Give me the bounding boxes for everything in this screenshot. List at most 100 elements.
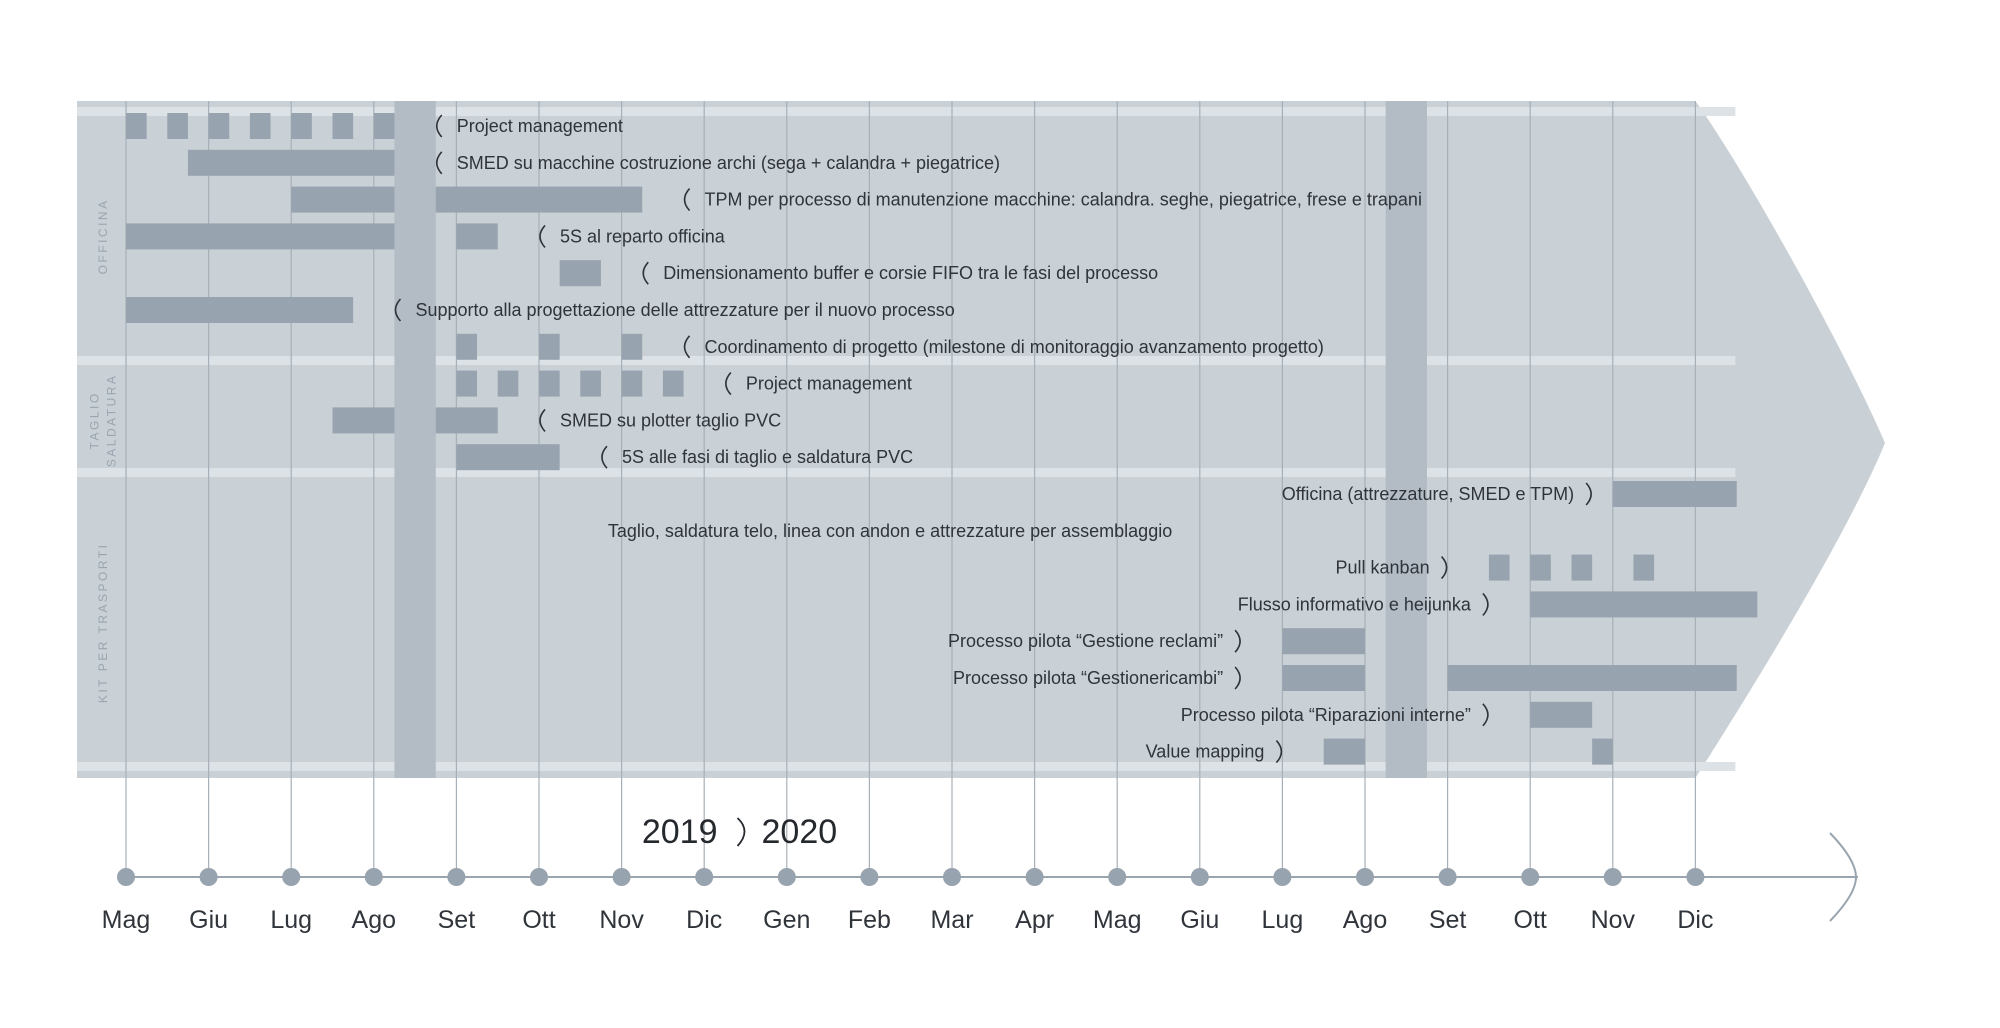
label-bracket (642, 261, 649, 285)
year-separator (736, 817, 746, 847)
month-label: Lug (1262, 906, 1304, 934)
month-label: Set (438, 906, 476, 934)
section-label-text: SALDATURA (105, 374, 119, 468)
task-label: Supporto alla progettazione delle attrez… (415, 300, 954, 320)
task-bar (126, 113, 147, 139)
task-bar (456, 223, 498, 250)
task-label: Processo pilota “Gestionericambi” (953, 668, 1223, 688)
task-label: Coordinamento di progetto (milestone di … (705, 337, 1324, 357)
highlight-period (1385, 101, 1427, 778)
month-label: Nov (599, 906, 644, 934)
month-dot (1603, 868, 1622, 886)
label-bracket (1234, 666, 1241, 690)
section-label: TAGLIO SALDATURA (88, 374, 119, 468)
task-label: Project management (746, 374, 912, 394)
label-bracket (539, 224, 546, 248)
month-label: Mag (102, 906, 151, 934)
label-bracket (1482, 703, 1489, 727)
month-dot (282, 868, 301, 886)
label-bracket (1440, 556, 1448, 580)
task-bar (1571, 554, 1593, 581)
month-label: Giu (1180, 906, 1219, 934)
task-label: 5S al reparto officina (560, 226, 726, 246)
task-bar (1592, 738, 1613, 765)
label-bracket (683, 188, 691, 212)
section-labels: OFFICINA TAGLIO SALDATURA KIT PER TRASPORTI (88, 198, 119, 703)
task-bar (621, 370, 643, 397)
timeline-axis: 2019 2020 Mag Giu Lug Ago Set Ott Nov Dic Gen Feb Ma… (102, 813, 1858, 934)
year-label: 2019 (642, 813, 718, 851)
month-dot (943, 868, 961, 886)
task-label: Processo pilota “Gestione reclami” (948, 631, 1223, 651)
task-bar (1530, 701, 1593, 728)
section-separator (77, 107, 1736, 116)
month-dot (612, 868, 631, 886)
task-label: Flusso informativo e heijunka (1238, 594, 1472, 614)
task-bar (1447, 665, 1737, 691)
task-bar (1282, 665, 1365, 691)
task-bar (1488, 554, 1510, 581)
month-dot (1025, 868, 1044, 886)
label-bracket (1585, 482, 1592, 506)
month-label: Lug (270, 906, 312, 934)
month-dot (1438, 868, 1457, 886)
section-separator (77, 468, 1736, 477)
label-bracket (601, 445, 608, 469)
month-label: Mar (930, 906, 973, 934)
label-bracket (683, 335, 691, 359)
month-label: Ago (352, 906, 396, 934)
month-dot (1190, 868, 1209, 886)
month-label: Giu (189, 906, 228, 934)
task-bar (373, 113, 395, 139)
task-bar (539, 370, 560, 397)
task-bar (621, 333, 643, 360)
month-dot (860, 868, 879, 886)
task-label: Officina (attrezzature, SMED e TPM) (1282, 484, 1574, 504)
month-label: Dic (686, 906, 722, 934)
task-bar (1530, 591, 1758, 618)
month-dot (117, 868, 135, 886)
month-label: Ott (522, 906, 555, 934)
label-bracket (1482, 592, 1489, 616)
task-labels: Project management SMED su macchine costr… (394, 114, 1592, 764)
month-dot (695, 868, 714, 886)
section-label-text: KIT PER TRASPORTI (96, 543, 110, 704)
task-label: Dimensionamento buffer e corsie FIFO tra… (663, 263, 1158, 283)
task-bar (332, 113, 354, 139)
task-bar (1612, 481, 1737, 507)
task-bar (662, 370, 684, 397)
month-label: Dic (1677, 906, 1713, 934)
task-label: SMED su macchine costruzione archi (sega… (457, 153, 1000, 173)
month-dot (530, 868, 548, 886)
month-label: Apr (1015, 906, 1054, 934)
task-label: Processo pilota “Riparazioni interne” (1181, 705, 1471, 725)
month-label: Set (1429, 906, 1467, 934)
axis-arrow (1829, 832, 1858, 922)
task-label: Taglio, saldatura telo, linea con andon … (608, 521, 1172, 541)
task-bar (497, 370, 519, 397)
task-bar (456, 370, 478, 397)
section-label: OFFICINA (96, 198, 110, 274)
label-bracket (394, 298, 402, 322)
highlight-period (394, 101, 436, 778)
month-label: Ott (1514, 906, 1547, 934)
month-label: Gen (763, 906, 810, 934)
task-bar (456, 444, 560, 471)
task-bar (126, 223, 395, 250)
month-dot (447, 868, 466, 886)
task-bar (291, 113, 312, 139)
task-bar (580, 370, 601, 397)
month-label: Nov (1591, 906, 1636, 934)
section-label: KIT PER TRASPORTI (96, 543, 110, 704)
task-bar (1530, 554, 1551, 581)
task-bar (539, 333, 560, 360)
task-label: 5S alle fasi di taglio e saldatura PVC (622, 447, 913, 467)
label-bracket (435, 114, 443, 138)
task-bar (1323, 738, 1365, 765)
bars (126, 113, 1758, 765)
label-bracket (539, 408, 546, 432)
task-bar (126, 297, 354, 323)
task-bar (456, 333, 478, 360)
task-bar (167, 113, 188, 139)
timeline-panel (77, 101, 1885, 778)
